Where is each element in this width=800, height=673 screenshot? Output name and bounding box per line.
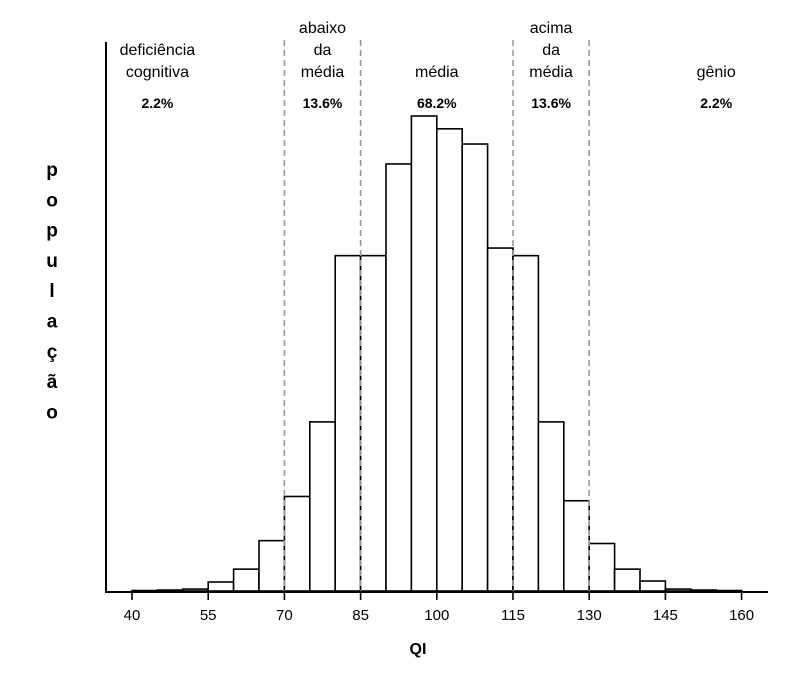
y-axis-label-letter-0: p	[46, 160, 58, 181]
x-axis-label: QI	[410, 641, 427, 658]
y-axis-label-letter-2: p	[46, 221, 58, 242]
histogram-bar-85	[359, 254, 387, 592]
zone-percent-3: 13.6%	[531, 95, 571, 111]
x-ticks: 40 55 70 85 100 115 130 145 160	[124, 592, 754, 624]
histogram-bar-70	[283, 495, 311, 592]
histogram-bar-45	[156, 589, 184, 592]
y-axis-label-letter-3: u	[46, 251, 58, 272]
histogram-bar-50	[182, 588, 210, 592]
histogram-bar-105	[461, 143, 489, 592]
x-tick-label-40: 40	[124, 607, 141, 624]
histogram-bar-150	[689, 589, 717, 592]
x-tick-label-130: 130	[577, 607, 602, 624]
zone-percent-4: 2.2%	[700, 95, 732, 111]
zone-name-0-line-0: deficiência	[120, 42, 196, 59]
y-axis-label-letter-8: o	[46, 402, 58, 423]
zone-name-3-line-1: da	[542, 42, 560, 59]
zone-name-1-line-1: da	[314, 42, 332, 59]
zone-name-3-line-0: acima	[530, 20, 573, 37]
x-tick-label-145: 145	[653, 607, 678, 624]
histogram-bar-130	[588, 542, 616, 592]
y-axis-label-letter-7: ã	[47, 372, 58, 393]
y-axis-label-letter-1: o	[46, 190, 58, 211]
histogram-bar-95	[410, 115, 438, 592]
histogram-bar-75	[308, 421, 336, 592]
y-axis-label-letter-6: ç	[47, 342, 58, 363]
histogram-bar-60	[232, 568, 260, 592]
zone-labels: deficiência cognitiva 2.2% abaixo da média 13.…	[120, 20, 736, 111]
zone-name-0-line-1: cognitiva	[126, 64, 189, 81]
zone-name-4-line-0: gênio	[697, 64, 736, 81]
histogram-bar-55	[207, 581, 235, 592]
histogram-bar-140	[639, 580, 667, 592]
histogram-bars	[131, 115, 743, 592]
histogram-bar-125	[562, 499, 590, 592]
zone-name-1-line-0: abaixo	[299, 20, 346, 37]
x-tick-label-100: 100	[424, 607, 449, 624]
zone-percent-0: 2.2%	[141, 95, 173, 111]
histogram-bar-135	[613, 568, 641, 592]
zone-name-3-line-2: média	[529, 64, 573, 81]
zone-name-1-line-2: média	[301, 64, 345, 81]
histogram-bar-115	[512, 254, 540, 592]
x-tick-label-85: 85	[352, 607, 369, 624]
x-tick-label-160: 160	[729, 607, 754, 624]
histogram-bar-90	[385, 163, 413, 592]
histogram-bar-145	[664, 588, 692, 592]
x-tick-label-115: 115	[501, 607, 525, 624]
histogram-bar-110	[486, 247, 514, 592]
zone-dividers	[283, 40, 591, 591]
histogram-bar-100	[435, 128, 463, 592]
y-axis-label-letter-4: l	[49, 281, 54, 302]
histogram-bar-80	[334, 254, 362, 592]
histogram-bar-65	[258, 539, 286, 592]
x-tick-label-70: 70	[276, 607, 293, 624]
histogram-bar-120	[537, 421, 565, 592]
x-tick-label-55: 55	[200, 607, 217, 624]
zone-name-2-line-0: média	[415, 64, 459, 81]
zone-percent-1: 13.6%	[303, 95, 343, 111]
zone-percent-2: 68.2%	[417, 95, 457, 111]
y-axis-label-letter-5: a	[47, 312, 58, 333]
